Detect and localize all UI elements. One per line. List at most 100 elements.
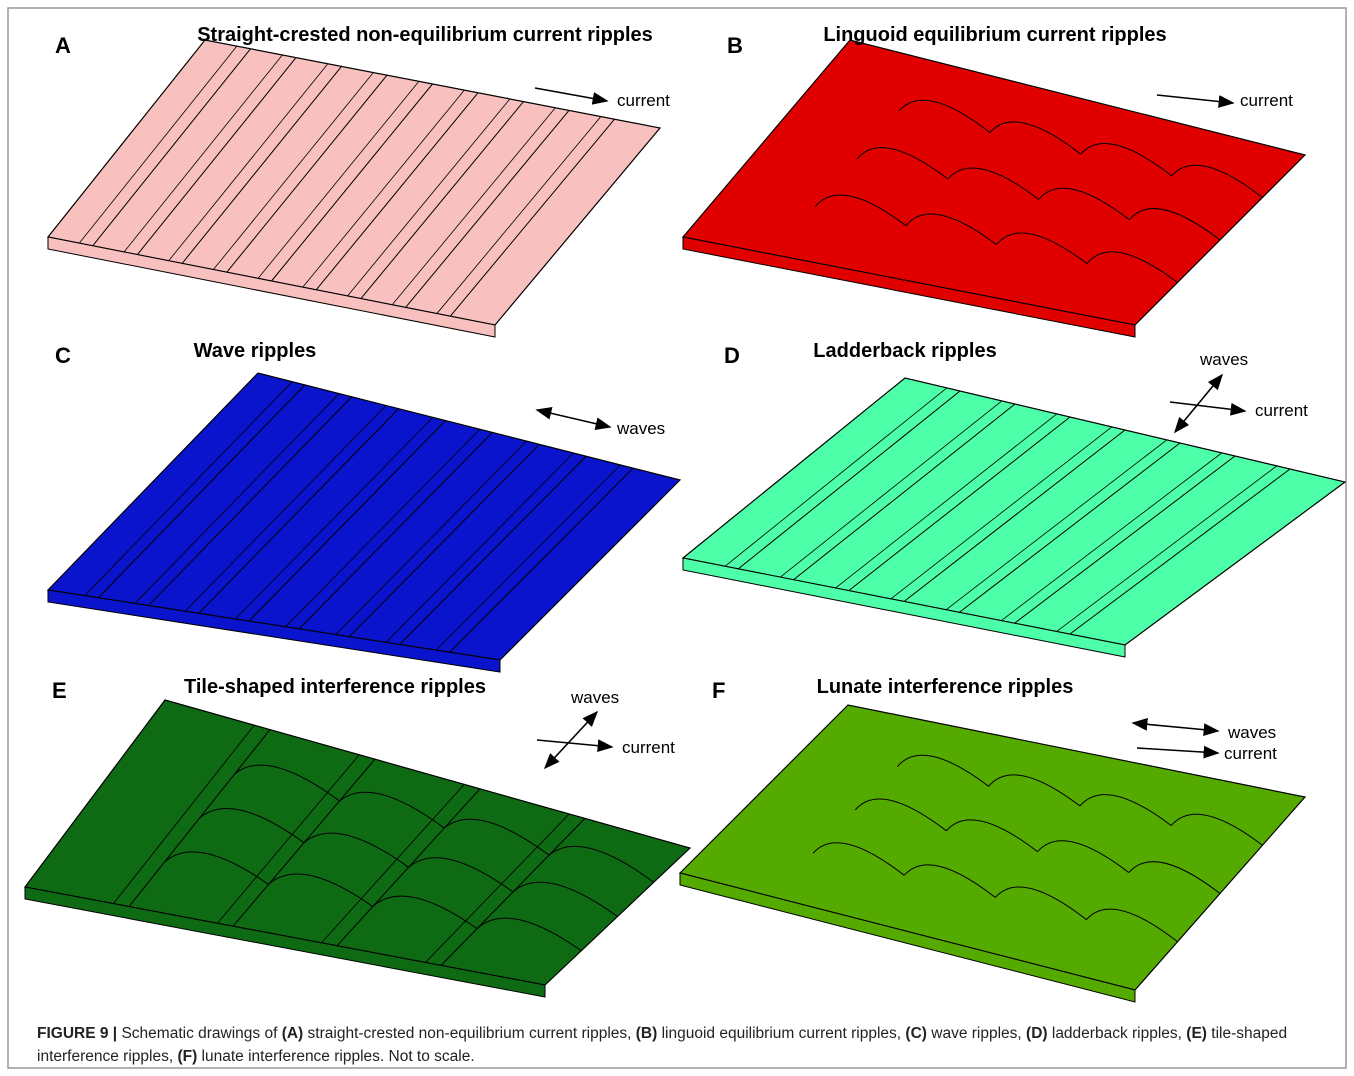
crest bbox=[1128, 861, 1221, 894]
ripple-surface bbox=[678, 704, 1307, 991]
caption-text: straight-crested non-equilibrium current… bbox=[303, 1025, 636, 1042]
ridge bbox=[449, 118, 615, 317]
ridge bbox=[137, 57, 297, 255]
crest bbox=[1086, 908, 1178, 943]
ridge bbox=[425, 813, 570, 963]
ridge bbox=[1014, 455, 1236, 624]
ridge bbox=[198, 408, 400, 614]
arrows bbox=[534, 87, 1247, 770]
caption-text: (F) bbox=[177, 1048, 198, 1065]
ridge bbox=[315, 92, 479, 291]
ridge bbox=[92, 48, 251, 247]
drawings bbox=[23, 39, 1347, 1003]
ridge bbox=[248, 420, 446, 622]
panel-letter: D bbox=[724, 343, 740, 368]
caption-text: (A) bbox=[281, 1025, 304, 1042]
panel-title: Linguoid equilibrium current ripples bbox=[823, 24, 1166, 46]
caption-label: FIGURE 9 | bbox=[37, 1025, 118, 1042]
ripple-surface bbox=[46, 39, 662, 326]
arrow-label: waves bbox=[1199, 350, 1248, 369]
base-side bbox=[24, 886, 546, 998]
crest bbox=[548, 845, 655, 883]
ridge bbox=[257, 81, 420, 279]
crest bbox=[1080, 143, 1172, 177]
ridge bbox=[78, 45, 238, 244]
crest bbox=[896, 754, 989, 787]
caption-text: (C) bbox=[905, 1025, 927, 1042]
panel-title: Lunate interference ripples bbox=[817, 676, 1074, 698]
ridge bbox=[123, 54, 283, 253]
caption-text: wave ripples, bbox=[926, 1025, 1027, 1042]
panel-title: Straight-crested non-equilibrium current… bbox=[197, 24, 653, 46]
ridge bbox=[181, 66, 342, 264]
ridge bbox=[148, 396, 353, 606]
crest bbox=[199, 808, 305, 844]
crest bbox=[854, 798, 947, 832]
caption-text: Schematic drawings of bbox=[121, 1025, 282, 1042]
panel-letter: B bbox=[727, 33, 743, 58]
caption-text: (D) bbox=[1026, 1025, 1048, 1042]
ridge bbox=[335, 440, 527, 635]
arrow-label: current bbox=[617, 91, 670, 110]
caption: FIGURE 9 | Schematic drawings of (A) str… bbox=[9, 1010, 1309, 1067]
panel-letter: F bbox=[712, 678, 725, 703]
crest bbox=[1170, 813, 1263, 846]
ridge bbox=[1000, 452, 1223, 621]
crest bbox=[814, 194, 907, 227]
caption-text: tile-shaped interference ripples, bbox=[37, 1025, 1288, 1065]
ridge bbox=[1056, 465, 1278, 632]
caption-text: linguoid equilibrium current ripples, bbox=[657, 1025, 906, 1042]
crest bbox=[1171, 164, 1263, 198]
crest bbox=[989, 121, 1082, 155]
panel-letter: A bbox=[55, 33, 71, 58]
ridge bbox=[168, 63, 329, 262]
crest bbox=[996, 232, 1088, 264]
ripple-surface bbox=[681, 39, 1307, 326]
caption-text: (B) bbox=[635, 1025, 658, 1042]
ridge bbox=[435, 464, 621, 651]
crest bbox=[408, 857, 514, 893]
ridge bbox=[405, 110, 570, 308]
ridge bbox=[835, 413, 1058, 589]
base-side bbox=[47, 236, 496, 338]
ridge bbox=[321, 784, 465, 944]
base-side bbox=[682, 236, 1136, 338]
ridge bbox=[97, 384, 306, 599]
ridge bbox=[1069, 468, 1291, 635]
ridge bbox=[285, 428, 481, 628]
ridge bbox=[298, 432, 493, 630]
arrow-label: current bbox=[1224, 744, 1277, 763]
arrow-label: current bbox=[1240, 91, 1293, 110]
crest bbox=[898, 99, 991, 133]
panel-title: Wave ripples bbox=[194, 340, 317, 362]
arrow-label: waves bbox=[1227, 723, 1276, 742]
base-side bbox=[679, 872, 1136, 1003]
ridge bbox=[737, 390, 961, 570]
ridge bbox=[385, 452, 574, 643]
ridge bbox=[360, 101, 524, 299]
crest bbox=[268, 873, 374, 907]
crest bbox=[372, 895, 478, 930]
ridge bbox=[84, 381, 293, 596]
crest bbox=[339, 791, 445, 829]
ridge bbox=[436, 116, 602, 314]
ridge bbox=[399, 455, 587, 645]
ridge bbox=[302, 89, 465, 288]
ridge bbox=[235, 417, 434, 620]
ridge bbox=[724, 387, 948, 567]
ridge bbox=[945, 439, 1168, 611]
ridge bbox=[793, 403, 1016, 581]
ridge bbox=[903, 429, 1126, 602]
crest bbox=[905, 213, 997, 245]
crest bbox=[946, 819, 1038, 853]
ridge bbox=[134, 393, 340, 604]
ridge bbox=[449, 467, 634, 653]
crest bbox=[476, 917, 582, 952]
ridge bbox=[391, 107, 556, 306]
ridge bbox=[217, 754, 360, 924]
crest bbox=[903, 864, 996, 898]
crest bbox=[1038, 187, 1130, 221]
crest bbox=[234, 764, 340, 802]
crest bbox=[812, 842, 905, 876]
